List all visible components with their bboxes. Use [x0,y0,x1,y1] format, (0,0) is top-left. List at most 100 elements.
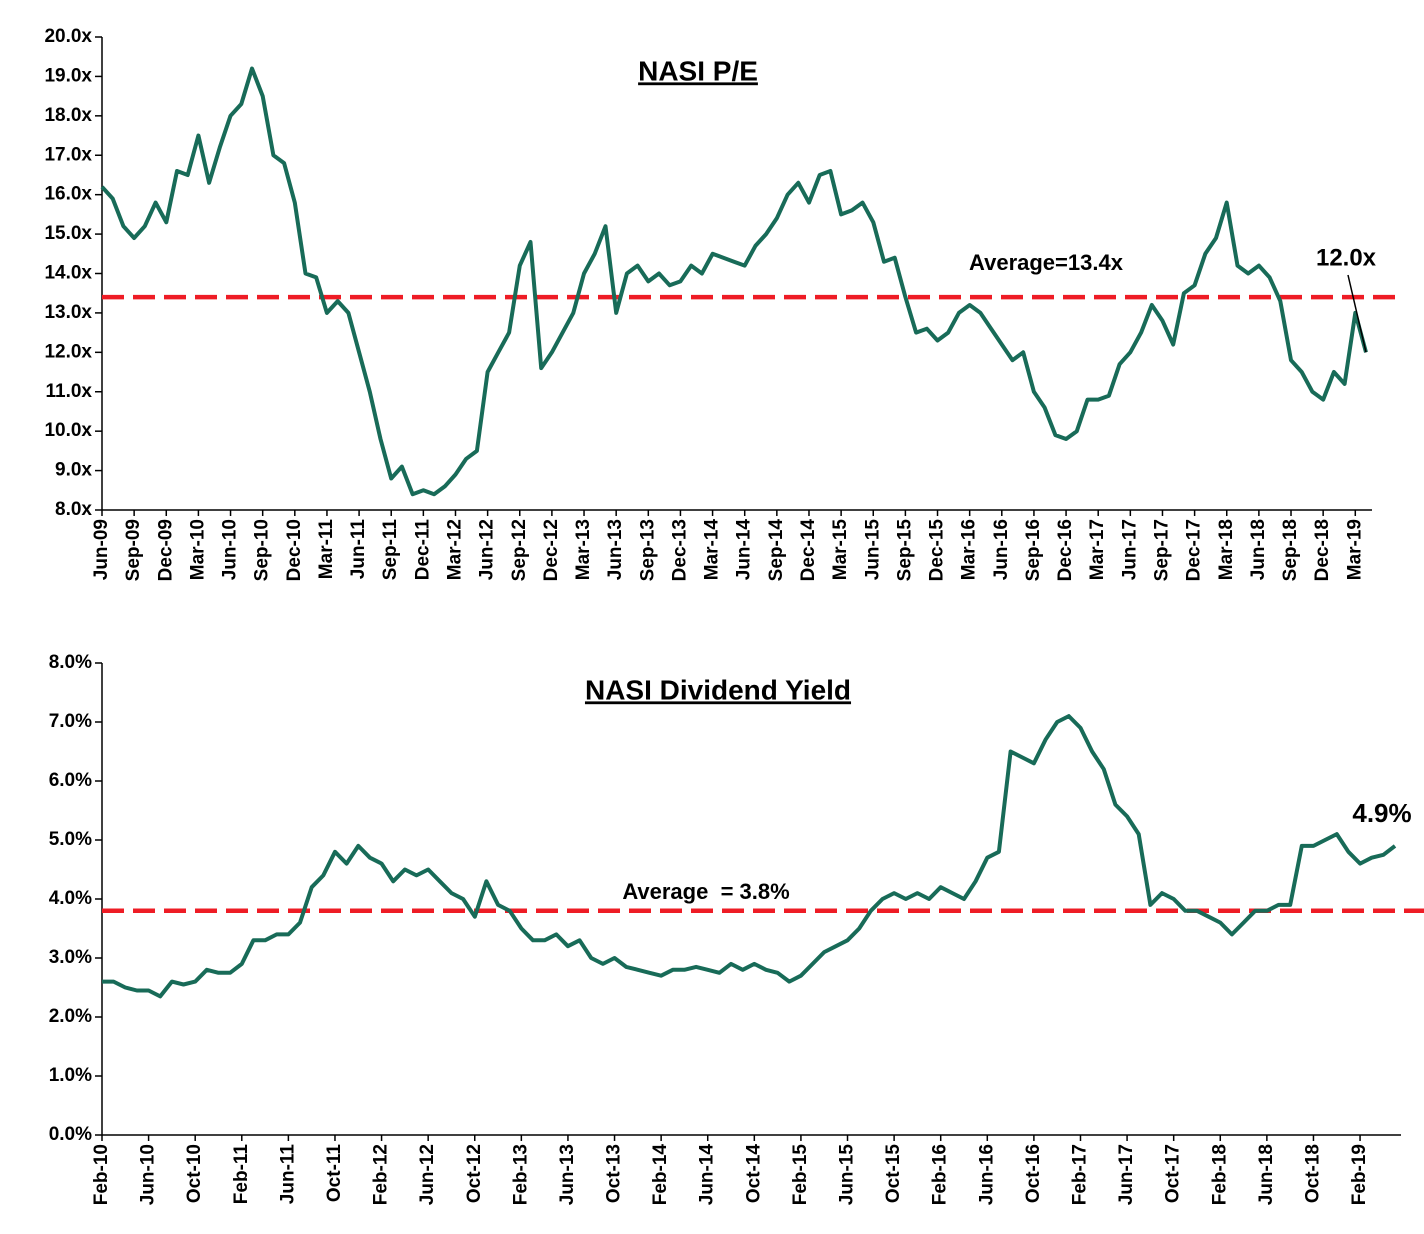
x-tick-label: Feb-10 [91,1144,112,1205]
x-tick-label: Feb-18 [1209,1144,1230,1205]
last-value-label: 12.0x [1316,244,1377,271]
x-tick-label: Jun-10 [138,1144,159,1205]
x-tick-label: Oct-11 [324,1144,345,1203]
x-tick-label: Jun-16 [976,1144,997,1205]
chart-title: NASI P/E [638,55,758,86]
x-tick-label: Feb-16 [930,1144,951,1205]
x-tick-label: Mar-12 [445,519,466,580]
y-tick-label: 6.0% [49,770,92,791]
x-tick-label: Jun-14 [697,1144,718,1206]
y-tick-label: 8.0% [49,652,92,673]
x-tick-label: Sep-13 [637,519,658,581]
x-tick-label: Feb-17 [1070,1144,1091,1205]
x-tick-label: Jun-15 [862,519,883,581]
x-tick-label: Dec-18 [1312,519,1333,581]
x-tick-label: Dec-16 [1055,519,1076,581]
x-tick-label: Oct-18 [1302,1144,1323,1203]
y-tick-label: 18.0x [44,105,92,126]
y-tick-label: 17.0x [44,144,92,165]
y-tick-label: 19.0x [44,65,92,86]
x-tick-label: Jun-11 [348,519,369,580]
x-tick-label: Mar-10 [187,519,208,580]
x-tick-label: Sep-10 [252,519,273,581]
x-tick-label: Jun-11 [277,1144,298,1205]
x-tick-label: Dec-17 [1184,519,1205,581]
y-tick-label: 20.0x [44,26,92,47]
x-tick-label: Feb-11 [231,1144,252,1205]
x-tick-label: Sep-17 [1151,519,1172,581]
x-tick-label: Dec-11 [412,519,433,581]
x-tick-label: Sep-16 [1023,519,1044,581]
y-tick-label: 7.0% [49,711,92,732]
y-tick-label: 16.0x [44,184,92,205]
x-tick-label: Dec-12 [541,519,562,581]
y-tick-label: 14.0x [44,263,92,284]
y-tick-label: 2.0% [49,1006,92,1027]
y-tick-label: 4.0% [49,888,92,909]
y-tick-label: 9.0x [55,460,92,481]
data-line [102,714,1397,999]
x-tick-label: Mar-18 [1216,519,1237,580]
x-tick-label: Jun-16 [991,519,1012,580]
chart-title: NASI Dividend Yield [585,674,851,705]
x-tick-label: Mar-13 [573,519,594,580]
x-tick-label: Jun-17 [1119,519,1140,580]
x-tick-label: Jun-17 [1116,1144,1137,1205]
x-tick-label: Dec-10 [284,519,305,581]
x-tick-label: Jun-09 [91,519,112,580]
x-tick-label: Mar-11 [316,519,337,580]
average-label: Average=13.4x [969,250,1124,275]
x-tick-label: Jun-13 [605,519,626,580]
y-tick-label: 10.0x [44,420,92,441]
x-tick-label: Dec-14 [798,519,819,582]
data-line [100,66,1368,497]
y-tick-label: 3.0% [49,947,92,968]
x-tick-label: Feb-14 [650,1144,671,1206]
x-tick-label: Sep-15 [894,519,915,582]
y-tick-label: 5.0% [49,829,92,850]
x-tick-label: Mar-19 [1344,519,1365,580]
y-tick-label: 8.0x [55,499,92,520]
x-tick-label: Feb-12 [371,1144,392,1205]
leader-line [1347,274,1367,353]
x-tick-label: Jun-14 [734,519,755,581]
x-tick-label: Sep-18 [1280,519,1301,581]
y-tick-label: 12.0x [44,341,92,362]
y-tick-label: 11.0x [46,381,93,402]
x-tick-label: Jun-13 [557,1144,578,1205]
x-tick-label: Sep-11 [380,519,401,581]
x-tick-label: Oct-10 [184,1144,205,1203]
x-tick-label: Mar-15 [830,519,851,581]
x-tick-label: Feb-19 [1349,1144,1370,1205]
x-tick-label: Jun-15 [837,1144,858,1206]
x-tick-label: Jun-18 [1248,519,1269,580]
x-tick-label: Dec-09 [155,519,176,581]
x-tick-label: Jun-18 [1256,1144,1277,1205]
x-tick-label: Jun-12 [417,1144,438,1205]
x-tick-label: Oct-12 [464,1144,485,1203]
x-tick-label: Mar-14 [702,519,723,581]
x-tick-label: Oct-13 [604,1144,625,1203]
y-tick-label: 15.0x [44,223,92,244]
last-value-label: 4.9% [1352,798,1411,828]
x-tick-label: Jun-12 [477,519,498,580]
x-tick-label: Feb-15 [790,1144,811,1206]
x-tick-label: Dec-13 [669,519,690,581]
x-tick-label: Sep-09 [123,519,144,581]
y-tick-label: 0.0% [49,1124,92,1145]
y-tick-label: 1.0% [49,1065,92,1086]
x-tick-label: Oct-17 [1163,1144,1184,1203]
x-tick-label: Dec-15 [927,519,948,582]
x-tick-label: Sep-12 [509,519,530,581]
x-tick-label: Oct-14 [743,1144,764,1204]
x-tick-label: Oct-16 [1023,1144,1044,1203]
average-label: Average = 3.8% [622,879,789,904]
x-tick-label: Mar-17 [1087,519,1108,580]
x-tick-label: Jun-10 [220,519,241,580]
x-tick-label: Feb-13 [510,1144,531,1205]
x-tick-label: Sep-14 [766,519,787,582]
x-tick-label: Mar-16 [959,519,980,580]
y-tick-label: 13.0x [44,302,92,323]
x-tick-label: Oct-15 [883,1144,904,1204]
